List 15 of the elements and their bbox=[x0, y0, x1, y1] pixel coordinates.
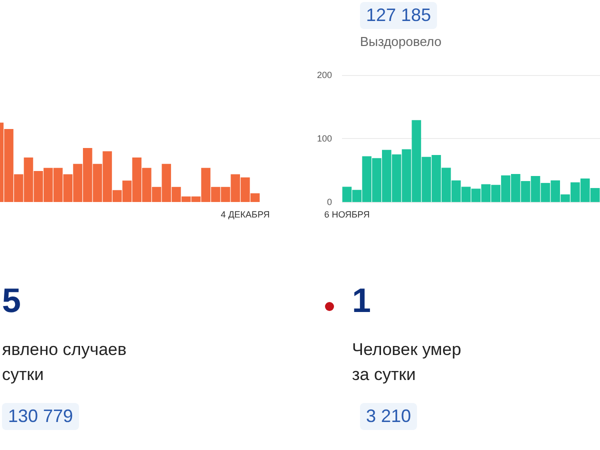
y-tick-label: 0 bbox=[326, 197, 332, 207]
text: явлено случаев bbox=[2, 340, 127, 360]
text: 127 185 bbox=[360, 2, 438, 29]
text: 1 bbox=[352, 282, 371, 321]
text: за сутки bbox=[352, 365, 416, 385]
text: 130 779 bbox=[2, 403, 80, 430]
x-tick-label: 4 ДЕКАБРЯ bbox=[220, 210, 270, 220]
text: 5 bbox=[2, 282, 21, 321]
text: сутки bbox=[2, 365, 44, 385]
text: Выздоровело bbox=[360, 34, 442, 49]
y-tick-label: 100 bbox=[316, 134, 332, 144]
y-tick-label: 200 bbox=[316, 70, 332, 80]
text: Человек умер bbox=[352, 340, 462, 360]
text: 3 210 bbox=[360, 403, 418, 430]
x-tick-label: 6 НОЯБРЯ bbox=[324, 210, 370, 220]
